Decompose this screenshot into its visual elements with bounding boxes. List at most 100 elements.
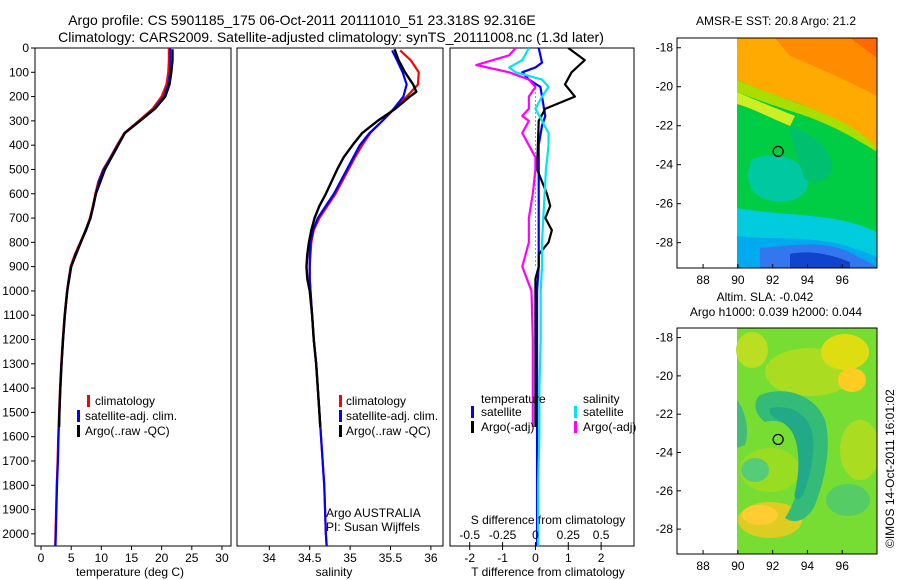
salinity-axes-frame: [236, 47, 444, 547]
salinity-legend: climatology satellite-adj. clim. Argo(..…: [339, 394, 438, 438]
argo-pi-label: PI: Susan Wijffels: [326, 520, 420, 534]
legend-label-climatology: climatology: [95, 394, 155, 408]
map-lon-label: 90: [731, 559, 745, 573]
t-diff-tick-label: 0: [532, 551, 539, 565]
legend-swatch-t-argo: [471, 421, 474, 433]
x-tick-label: 25: [185, 551, 199, 565]
map-lon-label: 88: [696, 559, 710, 573]
x-tick-label: 30: [215, 551, 229, 565]
t-diff-tick-label: 1: [565, 551, 572, 565]
depth-tick-label: 1800: [2, 478, 29, 492]
x-tick-label: 36: [424, 551, 438, 565]
depth-tick-label: 1400: [2, 381, 29, 395]
figure-subtitle: Climatology: CARS2009. Satellite-adjuste…: [58, 29, 604, 45]
map-lon-label: 96: [836, 273, 850, 287]
s-diff-tick-label: 0: [532, 528, 539, 542]
map-lat-label: -28: [656, 522, 674, 536]
x-tick-label: 10: [95, 551, 109, 565]
t-diff-tick-label: -2: [464, 551, 475, 565]
difference-x-axis: -2 -1 0 1 2 -0.5 -0.25 0 0.25 0.5: [459, 528, 609, 565]
sst-map-axes: 88 90 92 94 96 -18 -20 -22 -24 -26 -28: [656, 41, 850, 287]
sst-map-panel: AMSR-E SST: 20.8 Argo: 21.2 88 90 92 94 96 -1…: [656, 14, 878, 287]
series-line-climatology: [308, 49, 420, 546]
depth-tick-label: 900: [9, 260, 29, 274]
legend-swatch-argo: [77, 425, 80, 437]
map-lon-label: 94: [801, 559, 815, 573]
imos-credit: ©IMOS 14-Oct-2011 16:01:02: [883, 389, 897, 548]
map-lat-label: -18: [656, 41, 674, 55]
depth-tick-label: 300: [9, 114, 29, 128]
map-lat-label: -18: [656, 331, 674, 345]
depth-tick-label: 1300: [2, 357, 29, 371]
figure-title: Argo profile: CS 5901185_175 06-Oct-2011…: [68, 12, 536, 28]
series-line-satellite: [54, 48, 172, 546]
s-diff-tick-label: -0.25: [489, 528, 517, 542]
difference-panel: -2 -1 0 1 2 -0.5 -0.25 0 0.25 0.5 S difference fr…: [449, 47, 636, 579]
temperature-xlabel: temperature (deg C): [76, 565, 184, 579]
sst-map-frame: [676, 37, 878, 269]
depth-tick-label: 1900: [2, 503, 29, 517]
s-diff-tick-label: 0.25: [557, 528, 581, 542]
legend-swatch-satellite: [339, 410, 342, 422]
temperature-panel: 0100200300400500600700800900100011001200…: [2, 41, 232, 579]
legend-swatch-climatology: [339, 395, 342, 407]
map-lon-label: 92: [766, 559, 780, 573]
map-lat-label: -22: [656, 407, 674, 421]
depth-tick-label: 1200: [2, 333, 29, 347]
x-tick-label: 20: [155, 551, 169, 565]
series-line-satellite: [308, 49, 408, 546]
sst-argo-position-marker: [772, 145, 784, 158]
difference-legend: temperature satellite Argo(-adj) salinit…: [471, 392, 636, 434]
legend-swatch-t-satellite: [471, 406, 474, 418]
legend-label-climatology: climatology: [346, 394, 406, 408]
map-lon-label: 90: [731, 273, 745, 287]
sla-map-axes: 88 90 92 94 96 -18 -20 -22 -24 -26 -28: [656, 331, 850, 573]
series-line-argo: [305, 48, 418, 428]
depth-tick-label: 1000: [2, 284, 29, 298]
s-diff-tick-label: 0.5: [593, 528, 610, 542]
temperature-legend: climatology satellite-adj. clim. Argo(..…: [77, 394, 177, 438]
salinity-series: [305, 48, 420, 546]
salinity-panel: 34 34.5 35 35.5 36 salinity climatology sate…: [236, 47, 444, 579]
legend-swatch-argo: [339, 425, 342, 437]
s-diff-tick-label: -0.5: [459, 528, 480, 542]
map-lat-label: -26: [656, 197, 674, 211]
legend-swatch-s-satellite: [574, 406, 577, 418]
depth-tick-label: 1700: [2, 454, 29, 468]
depth-tick-label: 500: [9, 162, 29, 176]
map-lat-label: -24: [656, 158, 674, 172]
sla-map-title: Altim. SLA: -0.042: [717, 290, 814, 304]
difference-series: [475, 48, 586, 546]
temperature-x-axis: 0 5 10 15 20 25 30: [38, 546, 229, 565]
diff-line-t-argo: [534, 48, 586, 427]
salinity-x-axis: 34 34.5 35 35.5 36: [263, 546, 438, 565]
argo-program-label: Argo AUSTRALIA: [326, 506, 421, 520]
x-tick-label: 15: [125, 551, 139, 565]
sla-argo-position-marker: [772, 433, 784, 446]
t-difference-xlabel: T difference from climatology: [471, 565, 625, 579]
sla-map-subtitle: Argo h1000: 0.039 h2000: 0.044: [690, 305, 862, 319]
depth-tick-label: 1500: [2, 405, 29, 419]
depth-tick-label: 2000: [2, 527, 29, 541]
depth-tick-label: 0: [22, 41, 29, 55]
legend-label-satellite: satellite-adj. clim.: [85, 409, 177, 423]
sst-map-title: AMSR-E SST: 20.8 Argo: 21.2: [696, 14, 856, 28]
legend-label-s-satellite: satellite: [583, 405, 624, 419]
map-lat-label: -20: [656, 80, 674, 94]
depth-tick-label: 100: [9, 65, 29, 79]
depth-tick-label: 700: [9, 211, 29, 225]
x-tick-label: 34: [263, 551, 277, 565]
x-tick-label: 35.5: [379, 551, 403, 565]
s-difference-xlabel: S difference from climatology: [471, 513, 626, 527]
x-tick-label: 0: [38, 551, 45, 565]
sst-map-image: [677, 38, 877, 268]
legend-swatch-climatology: [87, 395, 90, 407]
sla-map-panel: Altim. SLA: -0.042 Argo h1000: 0.039 h20…: [656, 290, 878, 573]
sla-map-frame: [676, 327, 878, 555]
map-lon-label: 94: [801, 273, 815, 287]
legend-label-argo: Argo(..raw -QC): [85, 424, 170, 438]
map-lon-label: 92: [766, 273, 780, 287]
depth-tick-label: 800: [9, 235, 29, 249]
temperature-axes-frame: [34, 47, 232, 547]
x-tick-label: 5: [68, 551, 75, 565]
